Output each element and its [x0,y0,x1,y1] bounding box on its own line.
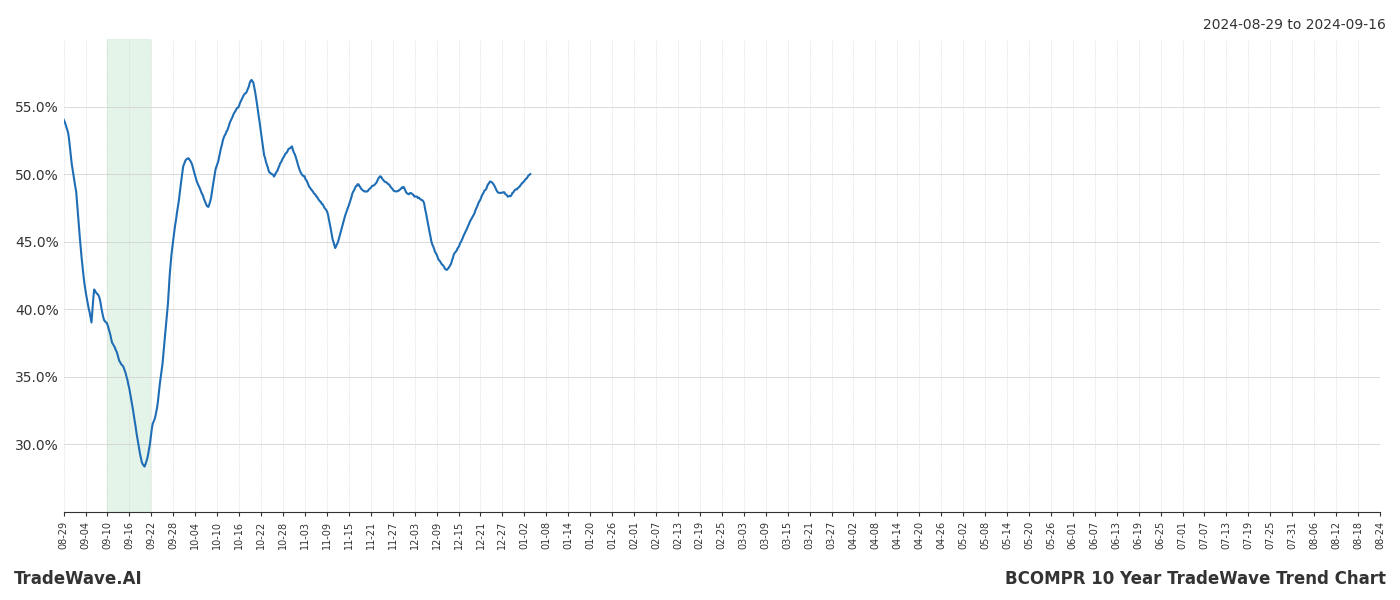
Text: BCOMPR 10 Year TradeWave Trend Chart: BCOMPR 10 Year TradeWave Trend Chart [1005,570,1386,588]
Bar [106,39,150,512]
Text: 2024-08-29 to 2024-09-16: 2024-08-29 to 2024-09-16 [1203,18,1386,32]
Text: TradeWave.AI: TradeWave.AI [14,570,143,588]
